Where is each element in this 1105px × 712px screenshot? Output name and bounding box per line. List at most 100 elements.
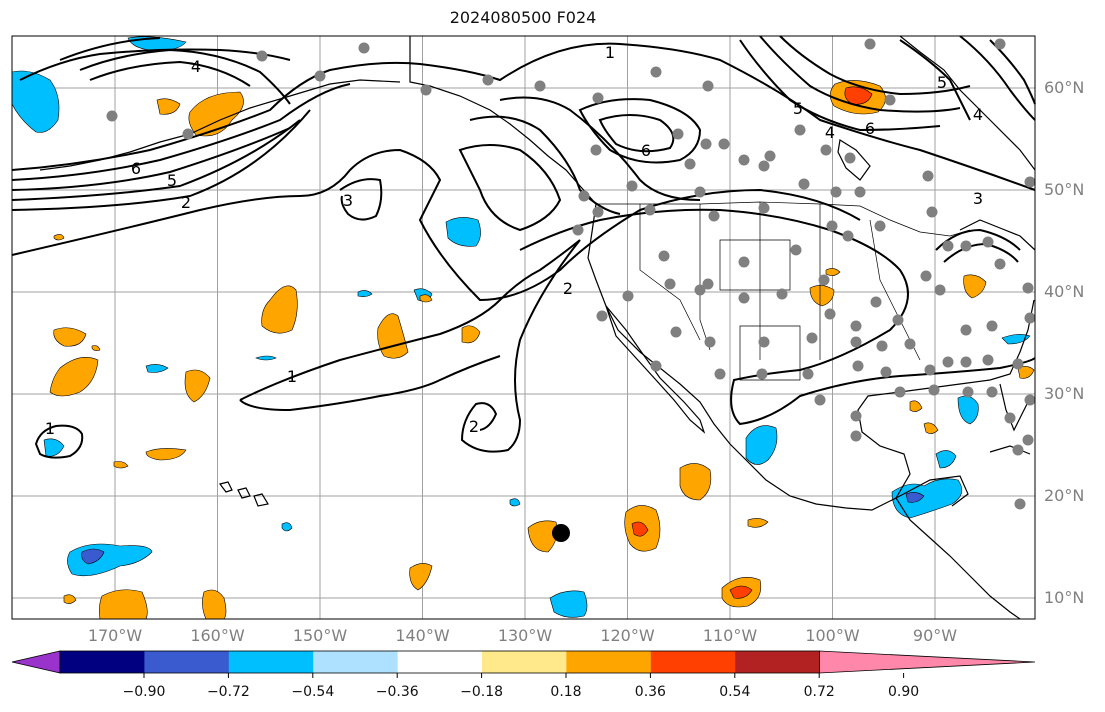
station-dot <box>844 152 856 164</box>
station-dot <box>650 360 662 372</box>
station-dot <box>256 50 268 62</box>
station-dot <box>1004 412 1016 424</box>
station-dot <box>644 204 656 216</box>
contour-line <box>779 35 971 96</box>
colorbar-tick-label: 0.36 <box>634 684 666 700</box>
colorbar <box>11 650 1036 678</box>
station-dot <box>1024 312 1036 324</box>
contour-label: 5 <box>937 73 947 92</box>
station-dot <box>876 340 888 352</box>
station-dot <box>626 180 638 192</box>
station-dot <box>702 278 714 290</box>
colorbar-tick-label: −0.18 <box>460 684 504 700</box>
colorbar-segment <box>144 651 230 673</box>
contour-line <box>11 148 861 302</box>
station-dot <box>758 202 770 214</box>
coastline <box>959 219 1036 251</box>
contour-lines <box>11 35 1036 459</box>
coastline <box>895 475 969 507</box>
station-dot <box>904 338 916 350</box>
contour-label: 2 <box>181 193 191 212</box>
colorbar-segment <box>650 651 736 673</box>
colorbar-segment <box>566 651 652 673</box>
anomaly-region <box>156 98 181 115</box>
anomaly-region <box>409 563 433 591</box>
storm-marker <box>552 524 570 542</box>
anomaly-region <box>461 325 481 344</box>
anomaly-region <box>53 327 87 347</box>
longitude-label: 120°W <box>600 626 655 645</box>
anomaly-region <box>145 364 169 373</box>
latitude-label: 10°N <box>1044 588 1085 607</box>
anomaly-region <box>99 589 148 620</box>
contour-line <box>578 98 702 164</box>
anomaly-region <box>631 521 649 537</box>
station-dot <box>874 220 886 232</box>
coastline <box>999 383 1031 432</box>
station-dot <box>850 320 862 332</box>
colorbar-segment <box>228 651 314 673</box>
station-dot <box>864 38 876 50</box>
station-dot <box>672 128 684 140</box>
station-dot <box>854 186 866 198</box>
contour-line <box>598 114 675 153</box>
anomaly-region <box>1017 366 1035 379</box>
station-dot <box>960 324 972 336</box>
longitude-label: 130°W <box>497 626 553 645</box>
colorbar-segment <box>313 651 399 673</box>
station-dot <box>314 70 326 82</box>
anomaly-region <box>445 217 481 247</box>
station-dot <box>718 138 730 150</box>
contour-label: 3 <box>973 189 983 208</box>
station-dot <box>830 186 842 198</box>
anomaly-region <box>923 422 939 434</box>
station-dot <box>534 80 546 92</box>
contour-line <box>239 355 501 412</box>
colorbar-tick-label: 0.18 <box>550 684 582 700</box>
contour-line <box>11 42 1036 191</box>
station-dot <box>694 284 706 296</box>
station-dot <box>704 336 716 348</box>
contour-line <box>499 96 701 201</box>
station-dot <box>482 74 494 86</box>
station-dot <box>982 236 994 248</box>
contour-line <box>11 127 291 191</box>
anomaly-region <box>357 290 373 297</box>
station-dot <box>702 80 714 92</box>
station-dot <box>926 206 938 218</box>
station-dot <box>182 128 194 140</box>
station-dot <box>850 336 862 348</box>
anomaly-region <box>549 590 588 618</box>
anomaly-region <box>113 461 129 469</box>
political-border <box>719 239 791 291</box>
anomaly-region <box>679 463 712 501</box>
station-dot <box>884 94 896 106</box>
station-dot <box>664 278 676 290</box>
anomaly-region <box>909 400 923 412</box>
station-dot <box>684 158 696 170</box>
station-dot <box>578 190 590 202</box>
anomaly-region <box>729 585 753 599</box>
colorbar-segment <box>397 651 483 673</box>
station-dot <box>1014 498 1026 510</box>
contour-line <box>79 48 291 105</box>
station-dot <box>920 270 932 282</box>
station-dot <box>572 224 584 236</box>
contour-line <box>469 115 621 215</box>
station-dot <box>842 230 854 242</box>
anomaly-region <box>1001 334 1031 345</box>
longitude-label: 160°W <box>190 626 245 645</box>
station-dot <box>758 336 770 348</box>
station-dot <box>802 368 814 380</box>
station-dot <box>1024 394 1036 406</box>
contour-line <box>59 37 161 61</box>
longitude-label: 110°W <box>702 626 758 645</box>
contour-line <box>19 48 291 81</box>
anomaly-region <box>53 234 65 241</box>
station-dot <box>928 384 940 396</box>
station-dot <box>694 186 706 198</box>
contour-label: 4 <box>191 57 201 76</box>
colorbar-tick-label: 0.90 <box>888 684 920 700</box>
station-dot <box>924 364 936 376</box>
